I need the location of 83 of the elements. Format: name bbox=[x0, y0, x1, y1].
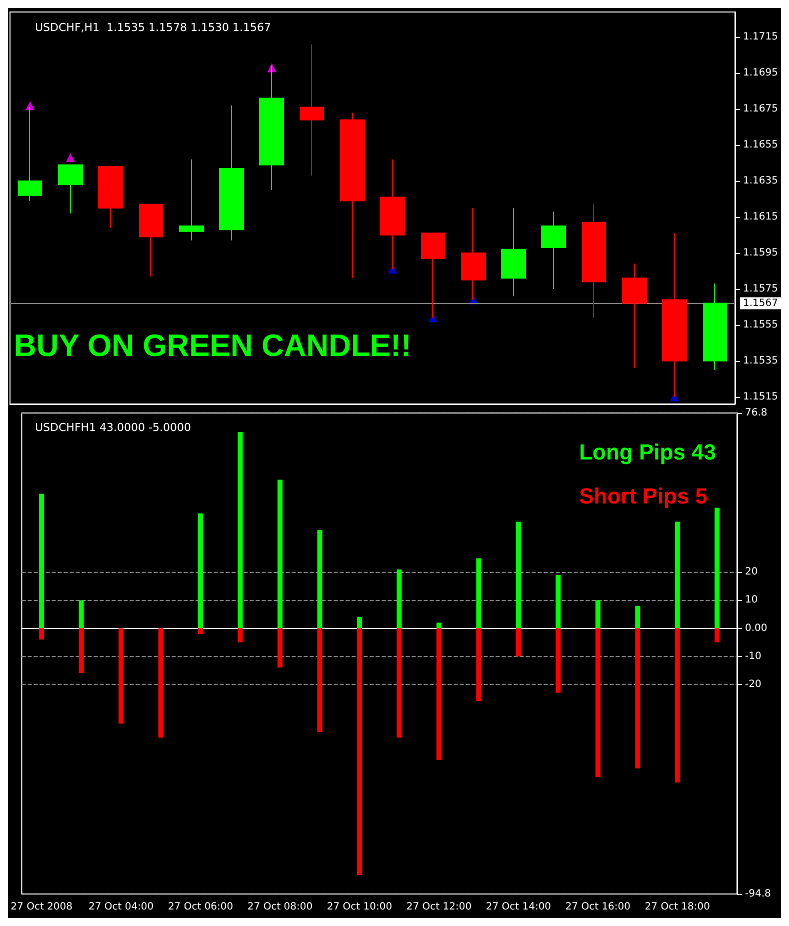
bar bbox=[238, 628, 243, 642]
candlestick bbox=[179, 158, 204, 241]
candlestick bbox=[58, 164, 83, 214]
bar bbox=[396, 628, 402, 738]
x-tick-label: 27 Oct 2008 bbox=[10, 902, 72, 912]
bar bbox=[198, 628, 204, 634]
y-tick-label: 1.1515 bbox=[743, 391, 778, 402]
x-tick-label: 27 Oct 14:00 bbox=[486, 902, 552, 912]
bar bbox=[556, 575, 561, 628]
bar bbox=[118, 628, 124, 724]
bar bbox=[396, 569, 402, 628]
y-tick-label: 76.8 bbox=[745, 408, 768, 418]
point bbox=[26, 101, 35, 110]
candlestick bbox=[340, 112, 365, 279]
bar bbox=[635, 606, 640, 628]
bar bbox=[714, 508, 720, 628]
y-tick-label: -94.8 bbox=[745, 888, 771, 900]
bar bbox=[516, 628, 521, 656]
candlestick bbox=[501, 208, 526, 297]
bar bbox=[674, 522, 680, 628]
x-tick-label: 27 Oct 16:00 bbox=[565, 902, 631, 912]
candlestick bbox=[219, 105, 244, 241]
bar bbox=[356, 628, 362, 875]
point bbox=[670, 392, 680, 402]
bar bbox=[317, 628, 322, 732]
y-tick-label: -20 bbox=[745, 678, 762, 690]
candlestick bbox=[300, 44, 324, 176]
y-tick-label: 1.1715 bbox=[743, 32, 778, 43]
x-tick-label: 27 Oct 18:00 bbox=[644, 902, 710, 912]
candlestick bbox=[541, 211, 566, 290]
ref-line-label: 1.1567 bbox=[743, 298, 778, 309]
y-tick-label: 10 bbox=[745, 594, 758, 606]
point bbox=[66, 153, 75, 162]
text: USDCHF,H1 1.1535 1.1578 1.1530 1.1567 bbox=[35, 21, 271, 34]
text: Short Pips 5 bbox=[579, 484, 708, 508]
bar bbox=[198, 513, 204, 628]
candlestick bbox=[98, 166, 123, 228]
candlestick bbox=[259, 65, 284, 191]
bar bbox=[556, 628, 561, 693]
x-tick-label: 27 Oct 10:00 bbox=[326, 902, 392, 912]
y-tick-label: 1.1655 bbox=[743, 140, 778, 151]
candlestick bbox=[622, 263, 647, 369]
bar bbox=[714, 628, 720, 642]
y-tick-label: 1.1615 bbox=[743, 211, 778, 222]
annotation: BUY ON GREEN CANDLE!! bbox=[14, 328, 412, 363]
bar bbox=[78, 600, 84, 628]
x-tick-label: 27 Oct 04:00 bbox=[88, 902, 154, 912]
bar bbox=[476, 558, 482, 628]
y-tick-label: 1.1575 bbox=[743, 283, 778, 294]
candlestick bbox=[703, 283, 727, 370]
bar bbox=[595, 628, 600, 777]
y-tick-label: 1.1695 bbox=[743, 68, 778, 79]
y-tick-label: 0.00 bbox=[745, 622, 768, 634]
y-tick-label: -10 bbox=[745, 650, 762, 662]
bar bbox=[436, 628, 442, 760]
bar bbox=[476, 628, 482, 702]
bar bbox=[278, 480, 283, 628]
bar bbox=[356, 617, 362, 628]
x-tick-label: 27 Oct 12:00 bbox=[406, 902, 472, 912]
text: USDCHFH1 43.0000 -5.0000 bbox=[35, 421, 191, 434]
candlestick bbox=[582, 204, 606, 318]
y-tick-label: 20 bbox=[745, 566, 758, 578]
bar bbox=[674, 628, 680, 782]
bar bbox=[635, 628, 640, 768]
y-tick-label: 1.1675 bbox=[743, 104, 778, 115]
bar bbox=[278, 628, 283, 668]
bar bbox=[78, 628, 84, 674]
bar bbox=[595, 600, 600, 628]
candlestick bbox=[139, 204, 163, 277]
bar bbox=[39, 628, 44, 640]
x-tick-label: 27 Oct 06:00 bbox=[168, 902, 234, 912]
y-tick-label: 1.1595 bbox=[743, 247, 778, 258]
bar bbox=[238, 432, 243, 628]
y-tick-label: 1.1635 bbox=[743, 176, 778, 187]
bar bbox=[516, 522, 521, 628]
bar bbox=[317, 530, 322, 628]
y-tick-label: 1.1535 bbox=[743, 355, 778, 366]
x-tick-label: 27 Oct 08:00 bbox=[247, 902, 313, 912]
series-label: Long Pips 43 bbox=[579, 440, 716, 464]
bar bbox=[158, 628, 164, 738]
bar bbox=[436, 622, 442, 628]
y-tick-label: 1.1555 bbox=[743, 319, 778, 330]
bar bbox=[39, 494, 44, 628]
